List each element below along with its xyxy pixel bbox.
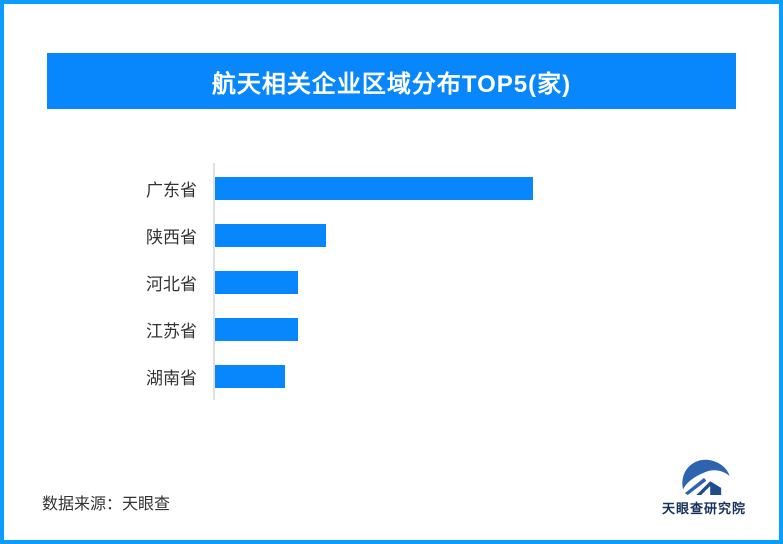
brand-name: 天眼查研究院: [661, 501, 746, 516]
category-label: 河北省: [146, 275, 197, 294]
bar: [215, 224, 326, 247]
category-label: 湖南省: [146, 369, 197, 388]
chart-row: 广东省: [4, 165, 779, 212]
bar: [215, 365, 285, 388]
chart-row: 江苏省: [4, 306, 779, 353]
bar: [215, 271, 298, 294]
category-label: 江苏省: [146, 322, 197, 341]
data-source-label: 数据来源：天眼查: [42, 496, 171, 513]
bar-chart: 广东省陕西省河北省江苏省湖南省: [4, 163, 779, 400]
chart-title: 航天相关企业区域分布TOP5(家): [211, 70, 572, 98]
chart-row: 河北省: [4, 259, 779, 306]
brand-logo: 天眼查研究院: [654, 456, 754, 517]
title-banner: 航天相关企业区域分布TOP5(家): [47, 53, 736, 109]
bar: [215, 177, 533, 200]
chart-row: 湖南省: [4, 353, 779, 400]
chart-row: 陕西省: [4, 212, 779, 259]
bar: [215, 318, 298, 341]
category-label: 广东省: [146, 181, 197, 200]
y-axis-line: [213, 163, 215, 400]
bar-chart-rows: 广东省陕西省河北省江苏省湖南省: [4, 165, 779, 400]
category-label: 陕西省: [146, 228, 197, 247]
tianyancha-logo-icon: [682, 459, 730, 496]
